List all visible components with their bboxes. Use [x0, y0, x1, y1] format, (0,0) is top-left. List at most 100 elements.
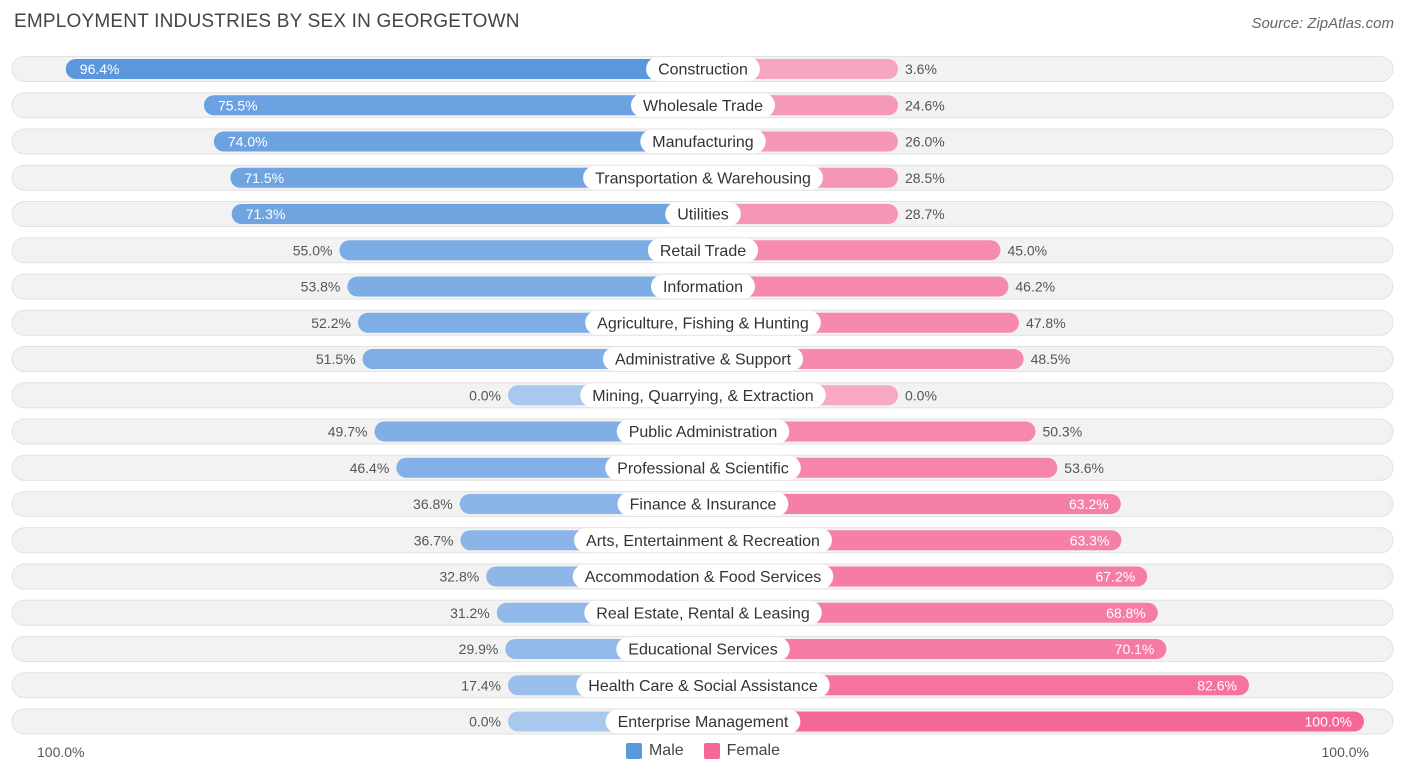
category-label: Manufacturing [652, 134, 753, 151]
male-value-label: 55.0% [293, 242, 333, 258]
bar-row: 49.7% 50.3% Public Administration [11, 418, 1394, 445]
male-value-label: 17.4% [461, 677, 501, 693]
female-value-label: 67.2% [1095, 569, 1135, 585]
female-value-label: 28.7% [905, 206, 945, 222]
category-label: Enterprise Management [618, 714, 789, 731]
bar-male [231, 204, 703, 224]
male-value-label: 52.2% [311, 315, 351, 331]
category-label: Accommodation & Food Services [585, 569, 822, 586]
female-value-label: 28.5% [905, 170, 945, 186]
category-label-pill [584, 600, 822, 625]
category-label-pill [580, 383, 826, 408]
female-value-label: 70.1% [1115, 641, 1155, 657]
bar-row: 36.7% 63.3% Arts, Entertainment & Recreati… [11, 527, 1394, 554]
category-label-pill [616, 419, 790, 444]
bar-row: 17.4% 82.6% Health Care & Social Assistanc… [11, 672, 1394, 699]
bar-row: 31.2% 68.8% Real Estate, Rental & Leasing [11, 599, 1394, 626]
male-value-label: 29.9% [459, 641, 499, 657]
legend-item-male[interactable]: Male [625, 742, 684, 760]
bar-row: 71.5% 28.5% Transportation & Warehousing [11, 164, 1394, 191]
category-label: Health Care & Social Assistance [588, 678, 818, 695]
male-value-label: 36.7% [414, 532, 454, 548]
male-value-label: 0.0% [469, 714, 501, 730]
category-label-pill [646, 57, 760, 81]
category-label-pill [630, 93, 776, 118]
category-label: Arts, Entertainment & Recreation [586, 533, 820, 550]
bar-row: 74.0% 26.0% Manufacturing [11, 128, 1394, 155]
male-value-label: 96.4% [80, 61, 120, 77]
male-value-label: 31.2% [450, 605, 490, 621]
female-value-label: 63.2% [1069, 496, 1109, 512]
category-label-pill [572, 564, 834, 589]
bar-male [203, 95, 703, 116]
bar-row: 96.4% 3.6% Construction [11, 56, 1394, 82]
male-value-label: 74.0% [228, 134, 268, 150]
male-value-label: 71.3% [246, 206, 286, 222]
bar-male [347, 276, 703, 297]
bar-male [213, 131, 704, 152]
bar-female [703, 639, 1167, 659]
bar-row: 53.8% 46.2% Information [11, 273, 1394, 300]
male-value-label: 32.8% [439, 569, 479, 585]
category-label: Information [663, 279, 743, 296]
category-label: Finance & Insurance [630, 497, 777, 514]
category-label: Public Administration [629, 424, 778, 441]
female-value-label: 63.3% [1070, 532, 1110, 548]
female-value-label: 0.0% [905, 387, 937, 403]
category-label: Utilities [677, 207, 729, 224]
female-value-label: 53.6% [1064, 460, 1104, 476]
category-label-pill [650, 274, 756, 299]
chart-title: EMPLOYMENT INDUSTRIES BY SEX IN GEORGETO… [14, 11, 520, 32]
axis-left-label: 100.0% [37, 744, 85, 760]
bar-row: 36.8% 63.2% Finance & Insurance [11, 491, 1394, 517]
female-value-label: 47.8% [1026, 315, 1066, 331]
male-value-label: 71.5% [244, 170, 284, 186]
legend-label-male: Male [648, 742, 684, 759]
female-value-label: 48.5% [1031, 351, 1071, 367]
legend-item-female[interactable]: Female [703, 742, 780, 760]
category-label: Wholesale Trade [643, 98, 763, 115]
category-label: Educational Services [628, 642, 777, 659]
category-label-pill [617, 492, 789, 516]
category-label: Professional & Scientific [617, 460, 789, 477]
bar-male [65, 59, 703, 79]
bar-female [703, 494, 1121, 514]
bar-male [339, 240, 703, 261]
category-label-pill [640, 129, 766, 154]
category-label-pill [602, 347, 804, 371]
female-value-label: 68.8% [1106, 605, 1146, 621]
female-value-label: 24.6% [905, 97, 945, 113]
bar-row: 52.2% 47.8% Agriculture, Fishing & Hunting [11, 309, 1394, 336]
category-label-pill [647, 238, 759, 263]
category-label: Transportation & Warehousing [595, 170, 811, 187]
bar-row: 51.5% 48.5% Administrative & Support [11, 346, 1394, 372]
male-value-label: 51.5% [316, 351, 356, 367]
female-value-label: 82.6% [1197, 677, 1237, 693]
chart-svg: 96.4% 3.6% Construction 75.5% 24.6% Wholesale… [11, 56, 1394, 735]
male-value-label: 75.5% [218, 97, 258, 113]
bar-row: 55.0% 45.0% Retail Trade [11, 237, 1394, 264]
legend: Male Female [0, 742, 1406, 760]
bar-row: 75.5% 24.6% Wholesale Trade [11, 92, 1394, 119]
category-label-pill [576, 673, 830, 698]
category-label-pill [585, 310, 821, 335]
bar-female [703, 276, 1009, 297]
female-value-label: 45.0% [1007, 242, 1047, 258]
bar-female [703, 204, 898, 224]
category-label: Agriculture, Fishing & Hunting [597, 315, 809, 332]
category-label: Retail Trade [660, 243, 746, 260]
female-value-label: 26.0% [905, 134, 945, 150]
male-value-label: 49.7% [328, 424, 368, 440]
source-label: Source: ZipAtlas.com [1251, 15, 1394, 32]
male-value-label: 0.0% [469, 387, 501, 403]
bar-row: 71.3% 28.7% Utilities [11, 201, 1394, 227]
category-label: Mining, Quarrying, & Extraction [592, 388, 813, 405]
category-label: Real Estate, Rental & Leasing [596, 605, 809, 622]
female-value-label: 3.6% [905, 61, 937, 77]
male-value-label: 36.8% [413, 496, 453, 512]
category-label: Administrative & Support [615, 352, 792, 369]
legend-swatch-female [703, 743, 720, 759]
bar-female [703, 675, 1249, 696]
female-value-label: 50.3% [1042, 424, 1082, 440]
axis-right-label: 100.0% [1321, 744, 1369, 760]
